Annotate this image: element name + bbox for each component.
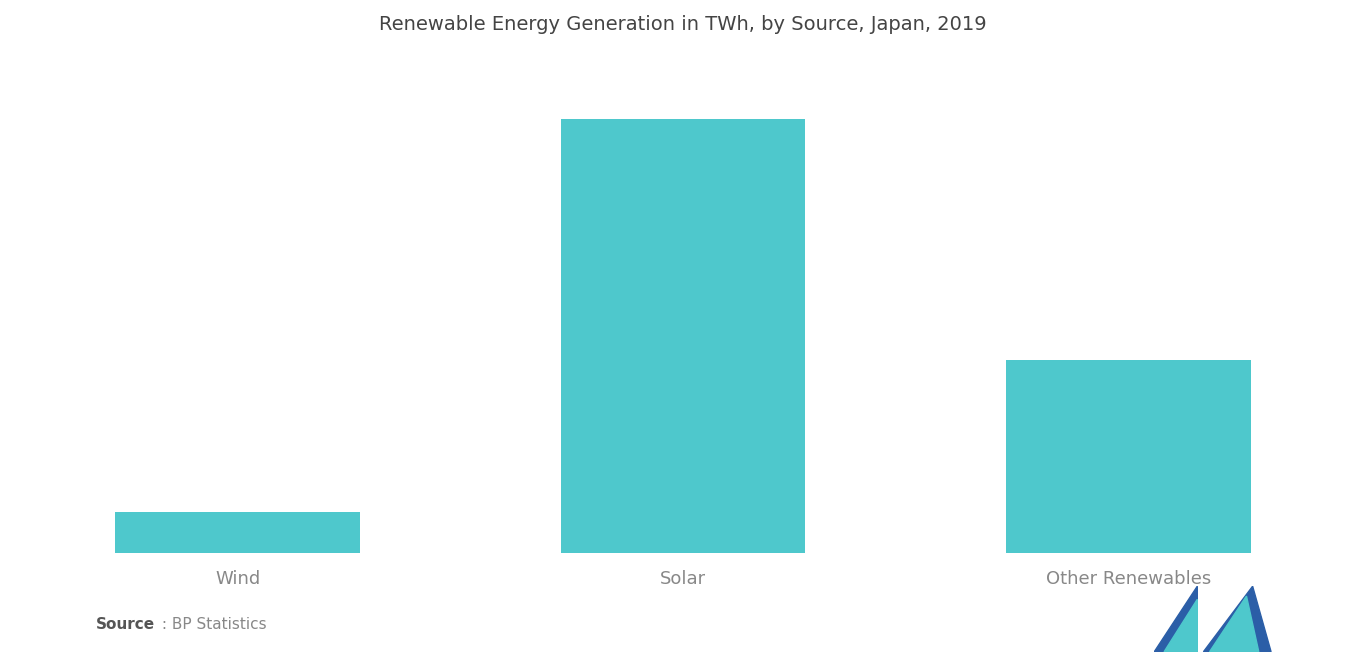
Polygon shape [1164,599,1197,652]
Text: : BP Statistics: : BP Statistics [157,617,266,632]
Polygon shape [1203,586,1270,652]
Polygon shape [1210,596,1258,652]
Bar [1005,360,1251,553]
Text: Source: Source [96,617,154,632]
Bar [560,119,806,553]
Bar [115,512,361,553]
Title: Renewable Energy Generation in TWh, by Source, Japan, 2019: Renewable Energy Generation in TWh, by S… [380,15,986,34]
Polygon shape [1154,586,1197,652]
